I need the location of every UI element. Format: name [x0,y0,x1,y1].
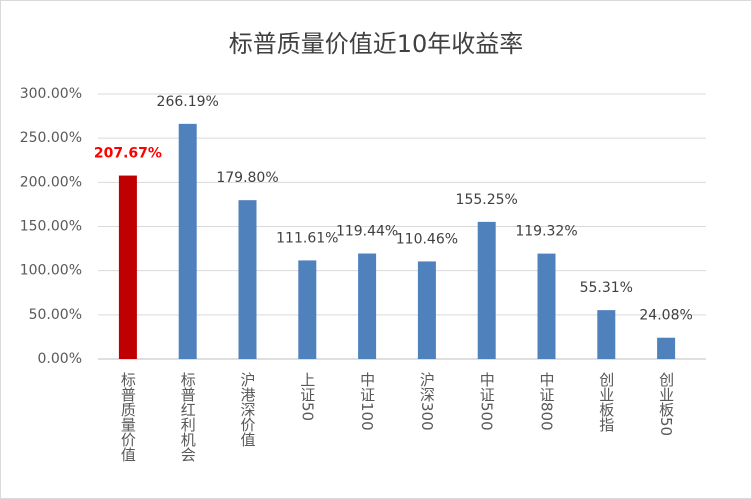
bar [118,175,137,359]
value-label: 24.08% [639,308,692,324]
bar [477,221,496,359]
bar [298,260,317,359]
x-tick-label: 创业板指 [597,372,615,433]
value-label: 119.44% [336,223,398,239]
value-label: 110.46% [396,231,458,247]
bar [417,261,436,359]
y-tick-label: 200.00% [20,174,82,190]
x-tick-label: 创业板50 [657,372,675,436]
x-tick-label: 中证100 [358,372,376,431]
value-label: 55.31% [580,280,633,296]
value-label: 207.67% [94,146,162,162]
y-tick-label: 0.00% [38,351,82,367]
y-tick-label: 100.00% [20,263,82,279]
x-tick-label: 中证500 [478,372,496,431]
value-label: 119.32% [515,224,577,240]
y-tick-label: 150.00% [20,219,82,235]
x-tick-label: 标普红利机会 [179,372,197,462]
bar [358,253,377,359]
value-label: 111.61% [276,230,338,246]
chart-title: 标普质量价值近10年收益率 [229,30,524,58]
bar [597,310,616,359]
y-tick-label: 250.00% [20,130,82,146]
bar [178,123,197,359]
value-label: 179.80% [216,170,278,186]
x-tick-label: 沪深300 [418,372,436,431]
bar [238,200,257,359]
x-tick-label: 上证50 [298,372,316,421]
x-tick-label: 标普质量价值 [119,372,137,462]
value-label: 266.19% [157,94,219,110]
x-tick-label: 沪港深价值 [239,372,257,447]
y-tick-label: 50.00% [29,307,82,323]
y-tick-label: 300.00% [20,86,82,102]
x-tick-label: 中证800 [538,372,556,431]
value-label: 155.25% [456,192,518,208]
bar [537,253,556,359]
bar [657,337,676,359]
